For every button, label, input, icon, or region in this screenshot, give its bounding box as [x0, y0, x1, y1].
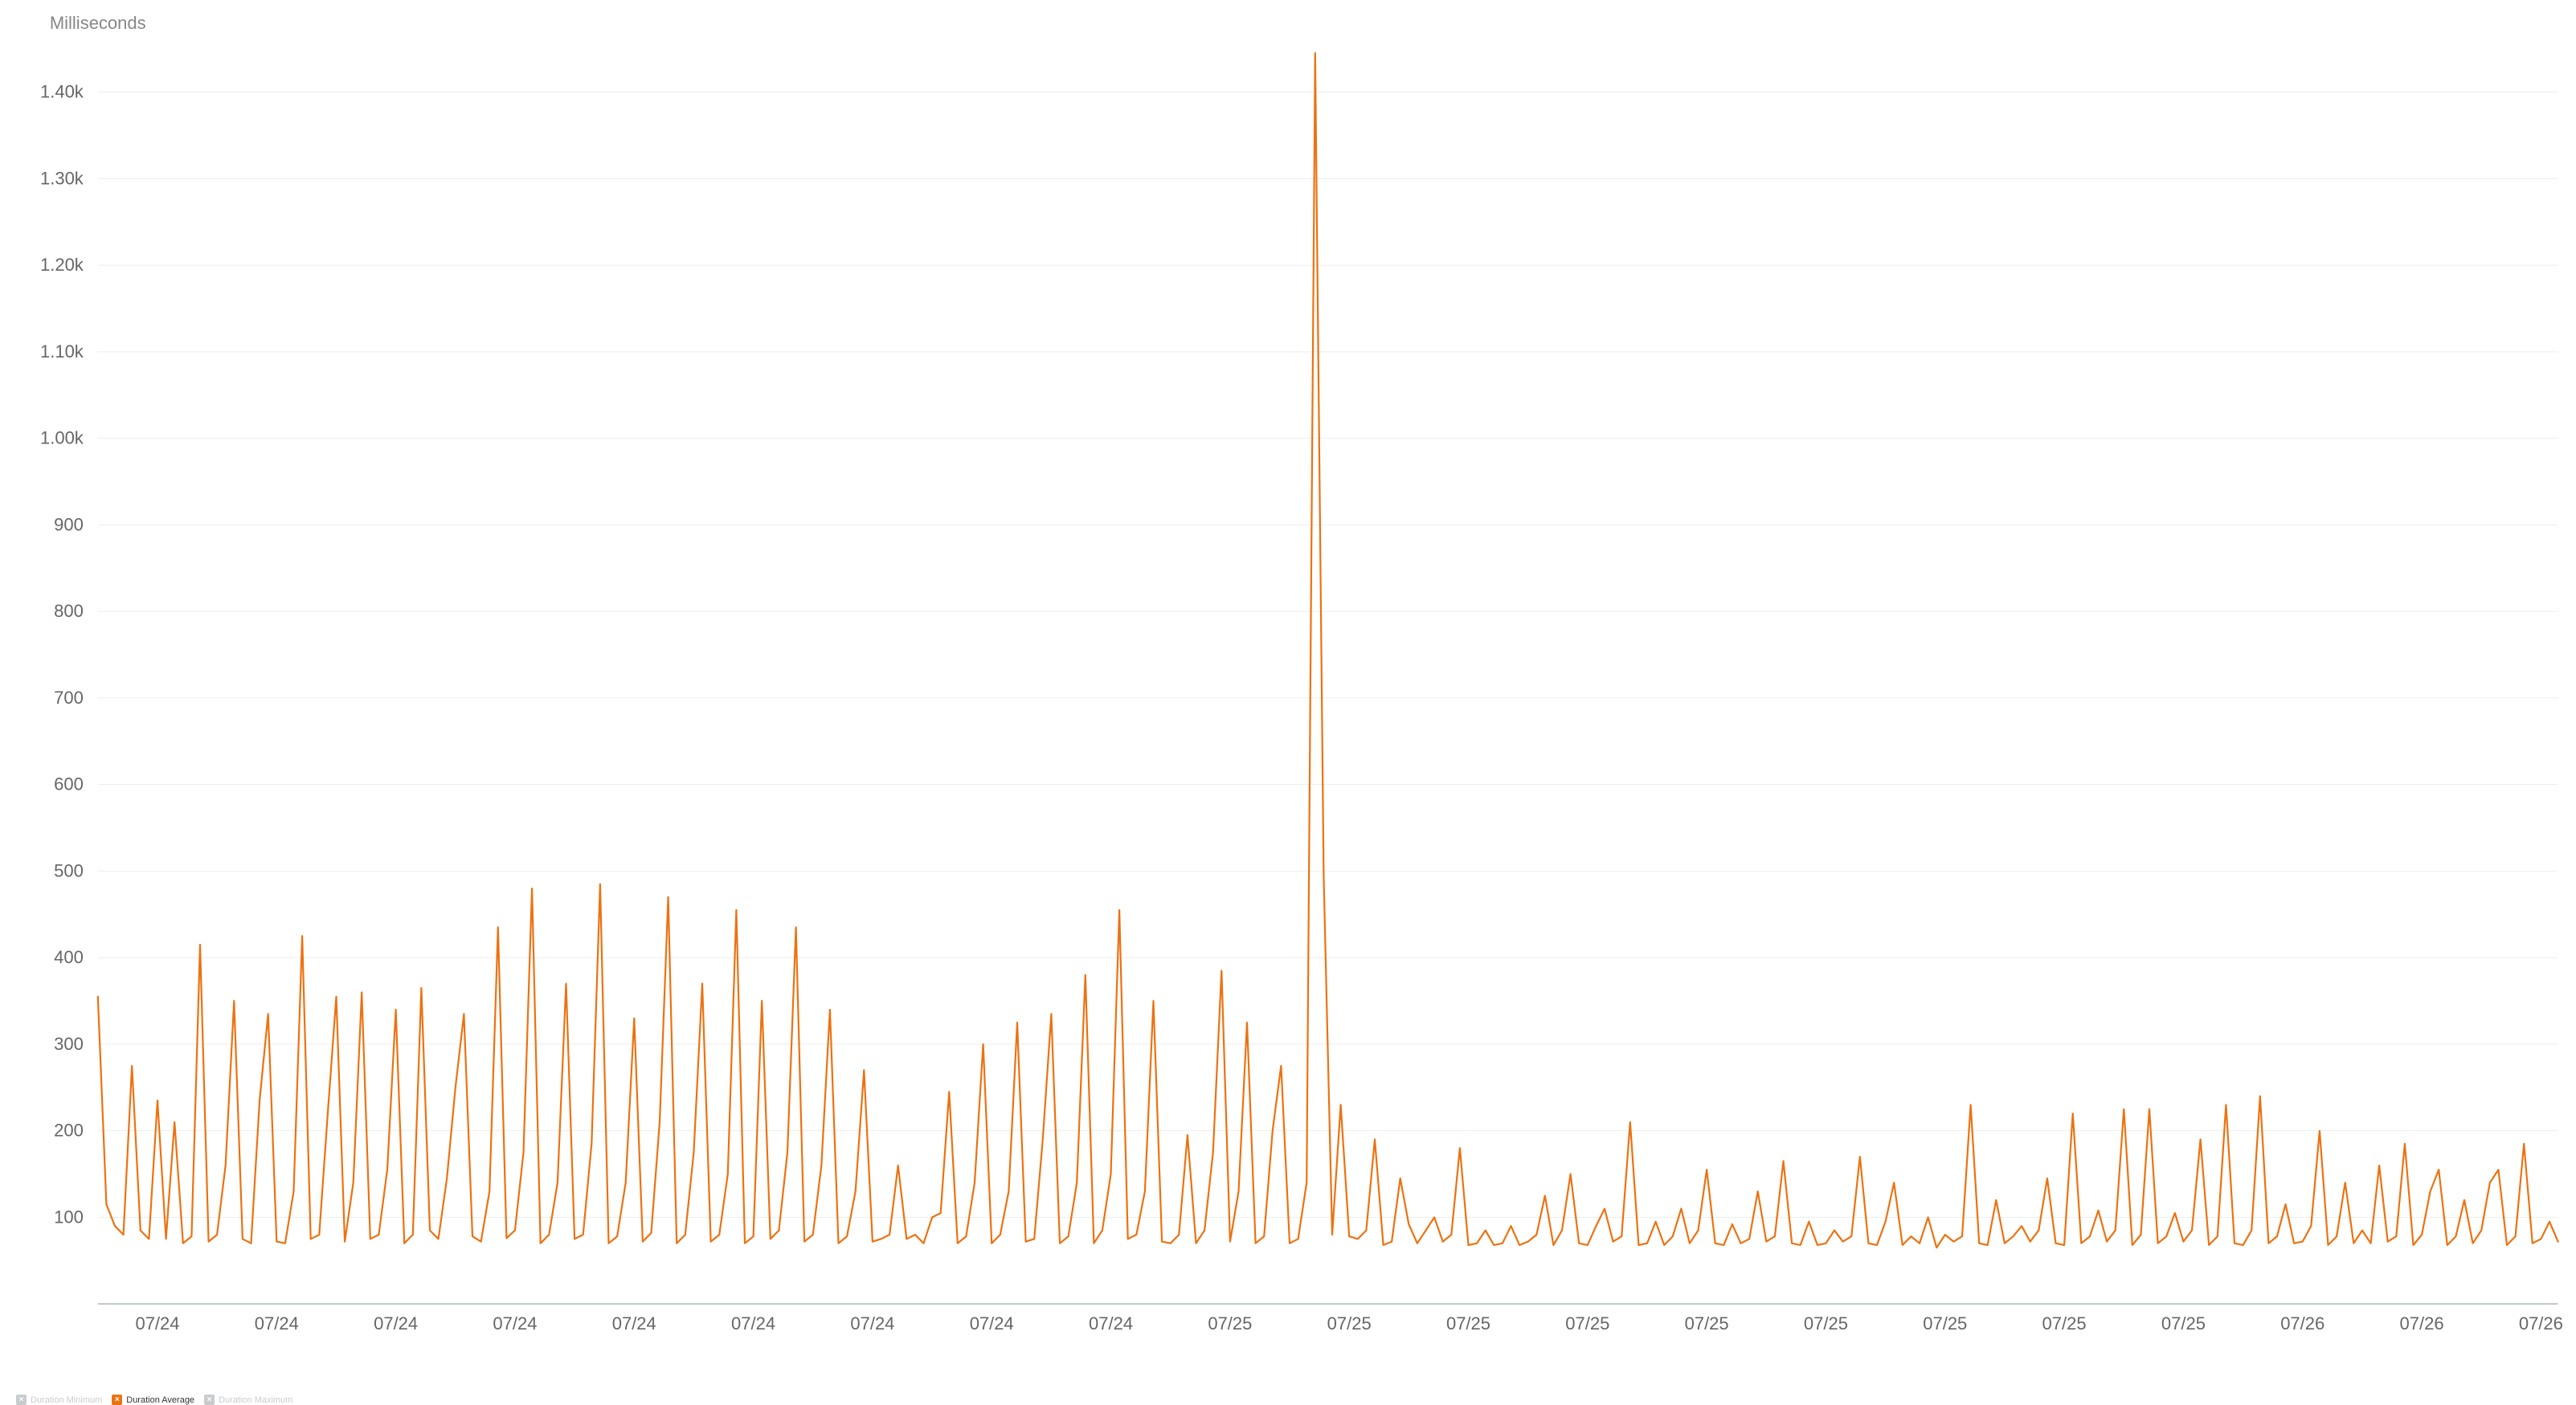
- x-tick-label: 07/24: [850, 1313, 894, 1334]
- duration-chart: Milliseconds 100 200 300 400 500 600 700 800 900 1…: [0, 0, 2576, 1405]
- y-tick-label: 1.00k: [40, 428, 84, 448]
- x-tick-label: 07/24: [1089, 1313, 1133, 1334]
- y-tick-label: 1.40k: [40, 82, 84, 102]
- legend-item[interactable]: × Duration Average: [112, 1395, 194, 1405]
- x-tick-label: 07/25: [1208, 1313, 1252, 1334]
- y-tick-label: 700: [54, 688, 84, 708]
- x-tick-label: 07/25: [1446, 1313, 1490, 1334]
- y-tick-label: 1.30k: [40, 168, 84, 188]
- legend-label: Duration Maximum: [219, 1395, 292, 1405]
- x-tick-label: 07/26: [2519, 1313, 2563, 1334]
- x-tick-label: 07/24: [970, 1313, 1014, 1334]
- x-tick-label: 07/24: [255, 1313, 299, 1334]
- x-tick-label: 07/24: [493, 1313, 537, 1334]
- x-tick-label: 07/25: [1923, 1313, 1967, 1334]
- y-tick-label: 600: [54, 774, 84, 794]
- x-tick-label: 07/24: [135, 1313, 179, 1334]
- x-tick-label: 07/26: [2400, 1313, 2444, 1334]
- y-tick-label: 100: [54, 1207, 84, 1227]
- legend-label: Duration Average: [126, 1395, 194, 1405]
- y-axis-title: Milliseconds: [50, 13, 146, 33]
- x-tick-label: 07/24: [612, 1313, 656, 1334]
- y-tick-label: 800: [54, 601, 84, 621]
- x-tick-label: 07/25: [1685, 1313, 1729, 1334]
- legend-swatch-icon: ×: [16, 1395, 27, 1405]
- legend-item[interactable]: × Duration Maximum: [204, 1395, 292, 1405]
- chart-svg: Milliseconds 100 200 300 400 500 600 700 800 900 1…: [0, 0, 2576, 1395]
- y-tick-label: 900: [54, 514, 84, 534]
- x-tick-label: 07/25: [1565, 1313, 1609, 1334]
- y-tick-label: 500: [54, 860, 84, 880]
- x-tick-label: 07/24: [731, 1313, 775, 1334]
- y-tick-label: 1.10k: [40, 341, 84, 361]
- legend-label: Duration Minimum: [31, 1395, 102, 1405]
- legend-item[interactable]: × Duration Minimum: [16, 1395, 102, 1405]
- y-tick-label: 200: [54, 1121, 84, 1141]
- y-tick-label: 400: [54, 947, 84, 967]
- x-tick-label: 07/25: [2042, 1313, 2087, 1334]
- y-tick-label: 300: [54, 1034, 84, 1054]
- y-tick-label: 1.20k: [40, 255, 84, 275]
- legend-swatch-icon: ×: [204, 1395, 215, 1405]
- series-line-duration-average: [98, 53, 2558, 1248]
- x-tick-label: 07/26: [2280, 1313, 2325, 1334]
- x-tick-label: 07/25: [1327, 1313, 1372, 1334]
- chart-legend: × Duration Minimum × Duration Average × Durat…: [0, 1395, 2576, 1405]
- x-tick-label: 07/25: [2161, 1313, 2206, 1334]
- x-tick-label: 07/25: [1804, 1313, 1848, 1334]
- x-tick-label: 07/24: [374, 1313, 418, 1334]
- legend-swatch-icon: ×: [112, 1395, 122, 1405]
